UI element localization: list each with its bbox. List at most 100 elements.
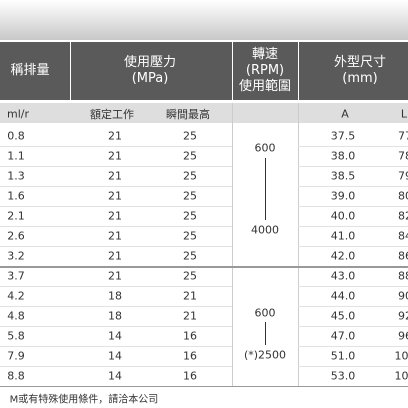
cell: 21 bbox=[108, 269, 122, 283]
row-line bbox=[0, 186, 232, 187]
cell: 1.1 bbox=[7, 149, 25, 163]
group-line bbox=[232, 266, 298, 268]
header-cell: 稱排量 bbox=[10, 63, 50, 78]
header-divider bbox=[298, 42, 299, 100]
cell: 43.0 bbox=[330, 269, 356, 283]
cell: 38.0 bbox=[330, 149, 356, 163]
subheader-cell: 額定工作 bbox=[90, 108, 134, 121]
row-line bbox=[0, 166, 232, 167]
cell: 0.8 bbox=[7, 129, 25, 143]
cell: 90 bbox=[398, 289, 408, 303]
header-line: (RPM) bbox=[245, 63, 285, 78]
row-line bbox=[298, 366, 408, 367]
cell: 25 bbox=[183, 169, 197, 183]
speed-max: (*)2500 bbox=[243, 348, 287, 362]
cell: 44.0 bbox=[330, 289, 356, 303]
cell: 4.2 bbox=[7, 289, 25, 303]
cell: 14 bbox=[108, 349, 122, 363]
row-line bbox=[0, 226, 232, 227]
cell: 84 bbox=[398, 229, 408, 243]
cell: 108 bbox=[394, 369, 408, 383]
speed-range-line bbox=[265, 322, 266, 345]
row-line bbox=[0, 146, 232, 147]
cell: 79 bbox=[398, 169, 408, 183]
header-line: 使用範圍 bbox=[238, 79, 292, 94]
cell: 47.0 bbox=[330, 329, 356, 343]
subheader-cell: ml/r bbox=[7, 107, 29, 121]
cell: 21 bbox=[108, 149, 122, 163]
cell: 51.0 bbox=[330, 349, 356, 363]
cell: 16 bbox=[183, 369, 197, 383]
cell: 21 bbox=[108, 169, 122, 183]
table-bottom bbox=[0, 386, 408, 387]
cell: 40.0 bbox=[330, 209, 356, 223]
cell: 21 bbox=[108, 209, 122, 223]
cell: 25 bbox=[183, 269, 197, 283]
cell: 3.7 bbox=[7, 269, 25, 283]
cell: 25 bbox=[183, 129, 197, 143]
cell: 5.8 bbox=[7, 329, 25, 343]
speed-min: 600 bbox=[254, 306, 276, 320]
cell: 45.0 bbox=[330, 309, 356, 323]
cell: 88 bbox=[398, 269, 408, 283]
cell: 38.5 bbox=[330, 169, 356, 183]
row-line bbox=[0, 346, 232, 347]
cell: 3.2 bbox=[7, 249, 25, 263]
row-line bbox=[0, 286, 232, 287]
row-line bbox=[298, 286, 408, 287]
cell: 14 bbox=[108, 369, 122, 383]
column-line bbox=[298, 103, 299, 386]
row-line bbox=[0, 366, 232, 367]
cell: 8.8 bbox=[7, 369, 25, 383]
header-cell: 轉速 (RPM) 使用範圍 bbox=[239, 47, 291, 95]
cell: 77 bbox=[398, 129, 408, 143]
header-cell: 外型尺寸 (mm) bbox=[334, 55, 386, 87]
row-line bbox=[298, 146, 408, 147]
cell: 39.0 bbox=[330, 189, 356, 203]
group-line bbox=[298, 266, 408, 268]
column-line bbox=[232, 103, 233, 386]
header-line: 使用壓力 bbox=[123, 55, 177, 70]
cell: 86 bbox=[398, 249, 408, 263]
cell: 25 bbox=[183, 229, 197, 243]
speed-min: 600 bbox=[254, 141, 276, 155]
cell: 78 bbox=[398, 149, 408, 163]
header-row bbox=[0, 42, 408, 100]
cell: 21 bbox=[108, 189, 122, 203]
subheader-cell: A bbox=[341, 107, 349, 121]
row-line bbox=[0, 306, 232, 307]
row-line bbox=[298, 226, 408, 227]
cell: 37.5 bbox=[330, 129, 356, 143]
subheader-cell: L bbox=[400, 107, 408, 121]
cell: 1.6 bbox=[7, 189, 25, 203]
cell: 18 bbox=[108, 309, 122, 323]
cell: 16 bbox=[183, 329, 197, 343]
header-line: 外型尺寸 bbox=[333, 55, 387, 70]
row-line bbox=[0, 326, 232, 327]
group-line bbox=[0, 266, 232, 268]
cell: 104 bbox=[394, 349, 408, 363]
cell: 41.0 bbox=[330, 229, 356, 243]
cell: 18 bbox=[108, 289, 122, 303]
cell: 7.9 bbox=[7, 349, 25, 363]
cell: 96 bbox=[398, 329, 408, 343]
header-divider bbox=[70, 42, 71, 100]
cell: 42.0 bbox=[330, 249, 356, 263]
row-line bbox=[298, 306, 408, 307]
speed-max: 4000 bbox=[251, 223, 279, 237]
row-line bbox=[298, 206, 408, 207]
cell: 4.8 bbox=[7, 309, 25, 323]
subheader-cell: 瞬間最高 bbox=[166, 108, 210, 121]
cell: 16 bbox=[183, 349, 197, 363]
cell: 25 bbox=[183, 209, 197, 223]
cell: 25 bbox=[183, 189, 197, 203]
speed-range-line bbox=[265, 158, 266, 220]
cell: 82 bbox=[398, 209, 408, 223]
row-line bbox=[298, 246, 408, 247]
cell: 92 bbox=[398, 309, 408, 323]
row-line bbox=[298, 186, 408, 187]
row-line bbox=[298, 166, 408, 167]
cell: 21 bbox=[108, 229, 122, 243]
cell: 21 bbox=[108, 129, 122, 143]
